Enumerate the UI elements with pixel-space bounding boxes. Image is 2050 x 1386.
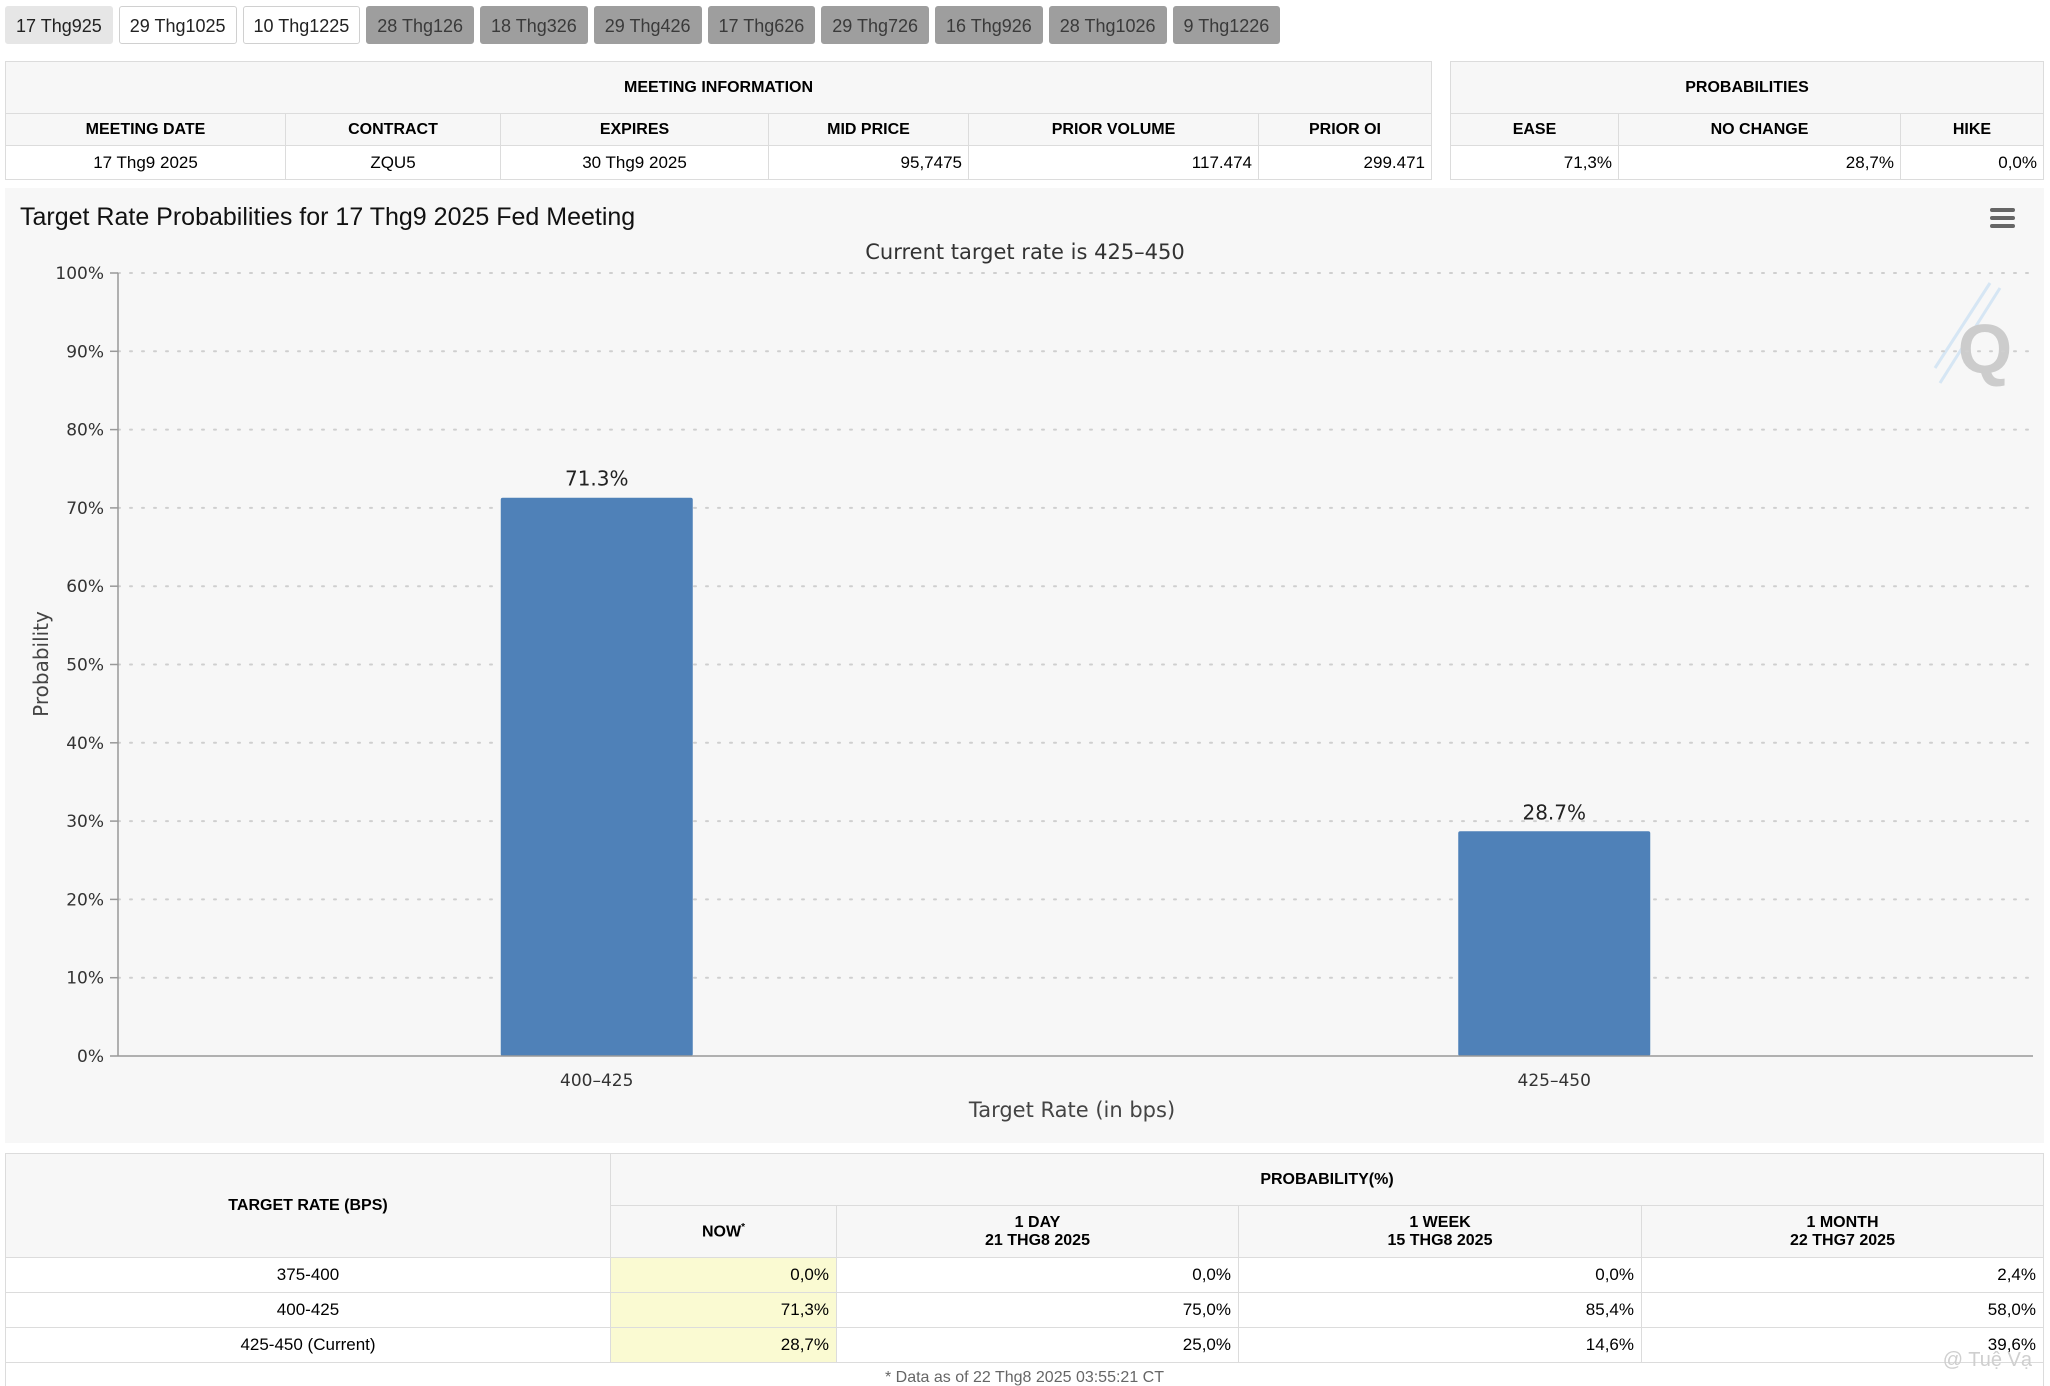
header-probability-group: PROBABILITY(%) <box>610 1153 2044 1206</box>
table-row: 375-400 0,0% 0,0% 0,0% 2,4% <box>5 1257 2044 1293</box>
expires-value: 30 Thg9 2025 <box>500 145 769 180</box>
one-month-cell: 58,0% <box>1641 1292 2044 1328</box>
x-tick-label: 400–425 <box>560 1071 633 1091</box>
x-axis-title: Target Rate (in bps) <box>968 1098 1175 1122</box>
header-1-month-date: 22 THG7 2025 <box>1790 1231 1895 1249</box>
meeting-tabs: 17 Thg925 29 Thg1025 10 Thg1225 28 Thg12… <box>5 6 1281 44</box>
tab-9-thg1226[interactable]: 9 Thg1226 <box>1172 6 1281 44</box>
prior-oi-value: 299.471 <box>1258 145 1432 180</box>
tab-16-thg926[interactable]: 16 Thg926 <box>935 6 1043 44</box>
now-cell: 71,3% <box>610 1292 837 1328</box>
bar-data-label: 28.7% <box>1522 800 1586 824</box>
header-ease: EASE <box>1450 113 1619 146</box>
y-tick-label: 100% <box>55 264 104 284</box>
meeting-information-table: MEETING INFORMATION MEETING DATE CONTRAC… <box>5 61 1432 180</box>
one-week-cell: 14,6% <box>1238 1327 1642 1363</box>
tab-10-thg1225[interactable]: 10 Thg1225 <box>242 6 361 44</box>
prior-volume-value: 117.474 <box>968 145 1259 180</box>
header-prior-volume: PRIOR VOLUME <box>968 113 1259 146</box>
chart-bars: 71.3% 400–425 28.7% 425–450 <box>500 467 1651 1091</box>
tab-17-thg925[interactable]: 17 Thg925 <box>5 6 113 44</box>
x-tick-label: 425–450 <box>1518 1071 1591 1091</box>
y-tick-label: 50% <box>66 656 104 676</box>
q-logo-icon: Q <box>1933 282 2012 388</box>
chart-gridlines <box>117 272 2034 979</box>
one-week-cell: 85,4% <box>1238 1292 1642 1328</box>
y-tick-label: 10% <box>66 969 104 989</box>
header-1-day-label: 1 DAY <box>1014 1213 1061 1231</box>
now-label: NOW <box>701 1223 742 1241</box>
y-axis-title: Probability <box>29 611 53 717</box>
header-1-month-label: 1 MONTH <box>1806 1213 1879 1231</box>
probabilities-caption: PROBABILITIES <box>1450 61 2044 114</box>
y-tick-label: 20% <box>66 890 104 910</box>
logo-text: Q <box>1958 310 2012 388</box>
bar[interactable] <box>1458 831 1651 1056</box>
header-contract: CONTRACT <box>285 113 501 146</box>
one-month-cell: 2,4% <box>1641 1257 2044 1293</box>
hamburger-menu-icon[interactable] <box>1987 206 2017 234</box>
contract-value: ZQU5 <box>285 145 501 180</box>
tab-29-thg426[interactable]: 29 Thg426 <box>593 6 702 44</box>
y-tick-label: 90% <box>66 342 104 362</box>
now-footnote-mark: * <box>741 1221 745 1233</box>
header-1-day-date: 21 THG8 2025 <box>985 1231 1090 1249</box>
header-now: NOW* <box>610 1205 837 1258</box>
target-rate-chart: Target Rate Probabilities for 17 Thg9 20… <box>5 188 2044 1143</box>
target-rate-probability-table: TARGET RATE (BPS) PROBABILITY(%) NOW* 1 … <box>5 1153 2044 1386</box>
one-week-cell: 0,0% <box>1238 1257 1642 1293</box>
one-day-cell: 0,0% <box>836 1257 1239 1293</box>
tab-29-thg726[interactable]: 29 Thg726 <box>821 6 930 44</box>
y-tick-label: 0% <box>77 1047 104 1067</box>
now-cell: 28,7% <box>610 1327 837 1363</box>
one-day-cell: 25,0% <box>836 1327 1239 1363</box>
one-day-cell: 75,0% <box>836 1292 1239 1328</box>
table-row: 400-425 71,3% 75,0% 85,4% 58,0% <box>5 1292 2044 1328</box>
watermark: @ Tuệ Vạ <box>1942 1349 2032 1371</box>
chart-title: Target Rate Probabilities for 17 Thg9 20… <box>20 203 635 231</box>
chart-svg: Target Rate Probabilities for 17 Thg9 20… <box>20 203 2034 1122</box>
y-axis-ticks: 0% 10% 20% 30% 40% 50% 60% 70% 80% 90% 100% <box>55 264 118 1067</box>
y-tick-label: 70% <box>66 499 104 519</box>
header-1-week-label: 1 WEEK <box>1409 1213 1471 1231</box>
target-rate-cell: 375-400 <box>5 1257 611 1293</box>
target-rate-cell: 425-450 (Current) <box>5 1327 611 1363</box>
tab-28-thg1026[interactable]: 28 Thg1026 <box>1048 6 1167 44</box>
bar-data-label: 71.3% <box>565 467 629 491</box>
ease-value: 71,3% <box>1450 145 1619 180</box>
header-prior-oi: PRIOR OI <box>1258 113 1432 146</box>
y-tick-label: 60% <box>66 577 104 597</box>
header-no-change: NO CHANGE <box>1618 113 1901 146</box>
header-target-rate: TARGET RATE (BPS) <box>5 1153 611 1258</box>
tab-17-thg626[interactable]: 17 Thg626 <box>707 6 816 44</box>
tab-18-thg326[interactable]: 18 Thg326 <box>480 6 588 44</box>
header-meeting-date: MEETING DATE <box>5 113 286 146</box>
table-row: 425-450 (Current) 28,7% 25,0% 14,6% 39,6… <box>5 1327 2044 1363</box>
header-hike: HIKE <box>1900 113 2044 146</box>
meeting-info-caption: MEETING INFORMATION <box>5 61 1432 114</box>
y-tick-label: 40% <box>66 734 104 754</box>
probabilities-table: PROBABILITIES EASE NO CHANGE HIKE 71,3% … <box>1450 61 2044 180</box>
header-1-month: 1 MONTH 22 THG7 2025 <box>1641 1205 2044 1258</box>
tab-29-thg1025[interactable]: 29 Thg1025 <box>118 6 237 44</box>
now-cell: 0,0% <box>610 1257 837 1293</box>
data-timestamp-footnote: * Data as of 22 Thg8 2025 03:55:21 CT <box>5 1362 2044 1386</box>
no-change-value: 28,7% <box>1618 145 1901 180</box>
tab-28-thg126[interactable]: 28 Thg126 <box>366 6 475 44</box>
target-rate-cell: 400-425 <box>5 1292 611 1328</box>
header-1-week-date: 15 THG8 2025 <box>1387 1231 1493 1249</box>
hike-value: 0,0% <box>1900 145 2044 180</box>
y-tick-label: 30% <box>66 812 104 832</box>
meeting-date-value: 17 Thg9 2025 <box>5 145 286 180</box>
header-1-day: 1 DAY 21 THG8 2025 <box>836 1205 1239 1258</box>
header-expires: EXPIRES <box>500 113 769 146</box>
one-month-cell: 39,6% <box>1641 1327 2044 1363</box>
mid-price-value: 95,7475 <box>768 145 969 180</box>
chart-subtitle: Current target rate is 425–450 <box>865 240 1185 264</box>
header-1-week: 1 WEEK 15 THG8 2025 <box>1238 1205 1642 1258</box>
bar[interactable] <box>500 497 693 1056</box>
y-tick-label: 80% <box>66 421 104 441</box>
header-mid-price: MID PRICE <box>768 113 969 146</box>
